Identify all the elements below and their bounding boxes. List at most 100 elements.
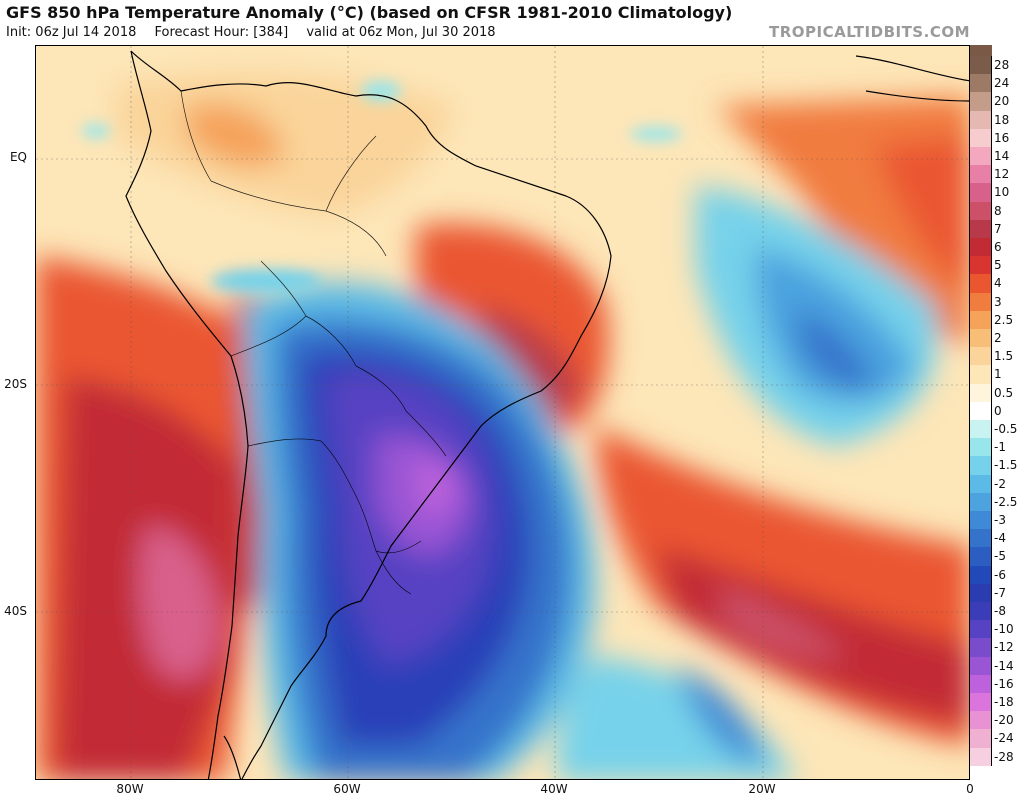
colorbar-row: -8 <box>970 602 1024 621</box>
colorbar-row: -28 <box>970 747 1024 766</box>
colorbar-swatch <box>970 383 992 402</box>
colorbar-row: 1.5 <box>970 347 1024 366</box>
colorbar-label: -1.5 <box>994 458 1018 473</box>
colorbar-label: -1 <box>994 440 1006 455</box>
colorbar-swatch <box>970 638 992 657</box>
colorbar-row: 7 <box>970 219 1024 238</box>
colorbar-label: -20 <box>994 713 1014 728</box>
colorbar-row: -18 <box>970 693 1024 712</box>
colorbar-label: 0.5 <box>994 385 1014 400</box>
colorbar-swatch <box>970 329 992 348</box>
colorbar-swatch <box>970 529 992 548</box>
map-subtitle: Init: 06z Jul 14 2018 Forecast Hour: [38… <box>6 25 510 40</box>
colorbar-label: 12 <box>994 167 1010 182</box>
colorbar-label: -18 <box>994 695 1014 709</box>
colorbar-row: -14 <box>970 656 1024 675</box>
colorbar-label: 6 <box>994 240 1002 254</box>
colorbar-row: 1 <box>970 365 1024 384</box>
colorbar-swatch <box>970 438 992 457</box>
colorbar-label: 20 <box>994 94 1010 109</box>
colorbar-label: -10 <box>994 622 1014 637</box>
colorbar-row: -5 <box>970 547 1024 566</box>
colorbar-swatch <box>970 711 992 730</box>
colorbar-row: -10 <box>970 620 1024 639</box>
colorbar-label: -8 <box>994 604 1006 618</box>
valid-time: valid at 06z Mon, Jul 30 2018 <box>306 25 496 40</box>
colorbar-row: 4 <box>970 274 1024 293</box>
colorbar-row: -24 <box>970 729 1024 748</box>
anomaly-field <box>36 72 969 779</box>
lat-label-40s: 40S <box>4 604 27 618</box>
colorbar-swatch <box>970 165 992 184</box>
colorbar-row: -20 <box>970 711 1024 730</box>
colorbar-swatch <box>970 401 992 420</box>
colorbar-swatch <box>970 74 992 93</box>
colorbar-swatch <box>970 747 992 766</box>
map-canvas <box>36 46 969 779</box>
graticule <box>36 46 969 779</box>
colorbar-swatch <box>970 128 992 147</box>
init-time: Init: 06z Jul 14 2018 <box>6 25 137 40</box>
colorbar-label: 28 <box>994 58 1010 72</box>
colorbar-swatch <box>970 547 992 566</box>
colorbar-label: -16 <box>994 676 1014 691</box>
colorbar-label: -2.5 <box>994 494 1018 509</box>
colorbar-legend: 28 24 20 18 16 14 12 10 8 7 6 5 4 3 2.5 2 1.5 1 0.5 0 -0.5 -1… <box>970 45 1024 780</box>
colorbar-row: 2 <box>970 329 1024 348</box>
colorbar-label: 10 <box>994 185 1010 200</box>
colorbar-swatch <box>970 238 992 257</box>
colorbar-row: 24 <box>970 74 1024 93</box>
anomaly-map <box>35 45 970 780</box>
colorbar-row: -16 <box>970 674 1024 693</box>
lon-label-0: 0 <box>966 782 974 796</box>
colorbar-row: -2.5 <box>970 492 1024 511</box>
colorbar-swatch <box>970 201 992 220</box>
colorbar-label: -5 <box>994 549 1006 564</box>
colorbar-row: 3 <box>970 292 1024 311</box>
colorbar-label: -2 <box>994 476 1006 491</box>
colorbar-label: 0 <box>994 403 1002 418</box>
colorbar-label: -4 <box>994 531 1006 546</box>
lat-label-eq: EQ <box>9 150 27 164</box>
colorbar-row: 0.5 <box>970 383 1024 402</box>
colorbar-row: 0 <box>970 401 1024 420</box>
forecast-hour: Forecast Hour: [384] <box>154 25 289 40</box>
colorbar-row: 20 <box>970 92 1024 111</box>
colorbar-label: -7 <box>994 585 1006 600</box>
colorbar-label: -14 <box>994 658 1014 673</box>
colorbar-row: 14 <box>970 147 1024 166</box>
colorbar-swatch <box>970 256 992 275</box>
colorbar-row: -1.5 <box>970 456 1024 475</box>
colorbar-label: 1 <box>994 367 1002 382</box>
colorbar-swatch <box>970 92 992 111</box>
colorbar-row: 8 <box>970 201 1024 220</box>
longitude-axis: 80W 60W 40W 20W 0 <box>0 782 1024 800</box>
map-title: GFS 850 hPa Temperature Anomaly (°C) (ba… <box>6 3 733 22</box>
colorbar-row: -0.5 <box>970 420 1024 439</box>
colorbar-row: 6 <box>970 238 1024 257</box>
colorbar-label: -24 <box>994 731 1014 746</box>
colorbar-row: 18 <box>970 110 1024 129</box>
lon-label-80w: 80W <box>116 782 144 796</box>
brand-watermark: TROPICALTIDBITS.COM <box>769 23 970 41</box>
colorbar-label: 2 <box>994 331 1002 345</box>
colorbar-swatch <box>970 693 992 712</box>
cold-patches <box>82 81 682 293</box>
colorbar-row: -1 <box>970 438 1024 457</box>
colorbar-label: 5 <box>994 258 1002 273</box>
colorbar-label: 3 <box>994 294 1002 309</box>
colorbar-row: 16 <box>970 128 1024 147</box>
colorbar-label: -12 <box>994 640 1014 655</box>
colorbar-swatch <box>970 183 992 202</box>
colorbar-swatch <box>970 347 992 366</box>
colorbar-label: 16 <box>994 130 1010 145</box>
lat-label-20s: 20S <box>4 377 27 391</box>
colorbar-row: 2.5 <box>970 310 1024 329</box>
colorbar-swatch <box>970 56 992 75</box>
colorbar-label: 8 <box>994 203 1002 218</box>
colorbar-label: 7 <box>994 221 1002 236</box>
colorbar-swatch <box>970 565 992 584</box>
colorbar-swatch <box>970 511 992 530</box>
colorbar-row: -2 <box>970 474 1024 493</box>
colorbar-swatch <box>970 474 992 493</box>
